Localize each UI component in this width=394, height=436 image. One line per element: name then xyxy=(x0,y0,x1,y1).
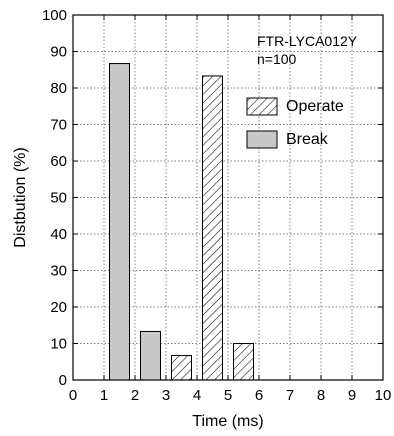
x-tick-label: 6 xyxy=(255,387,263,404)
bar-break-2-3 xyxy=(140,330,161,381)
bar-operate-5-6 xyxy=(233,343,254,381)
legend-label-break: Break xyxy=(286,131,329,148)
y-tick-label: 70 xyxy=(50,117,67,134)
bar-operate-4-5 xyxy=(202,75,223,381)
x-tick-label: 5 xyxy=(224,387,232,404)
x-tick-label: 3 xyxy=(162,387,170,404)
annotation-model: FTR-LYCA012Y xyxy=(257,33,358,49)
x-tick-label: 10 xyxy=(375,387,392,404)
y-axis-title: Distbution (%) xyxy=(12,147,29,247)
y-tick-label: 40 xyxy=(50,226,67,243)
y-tick-label: 10 xyxy=(50,336,67,353)
x-tick-label: 8 xyxy=(317,387,325,404)
y-tick-label: 90 xyxy=(50,44,67,61)
legend-label-operate: Operate xyxy=(286,98,344,115)
x-tick-label: 4 xyxy=(193,387,201,404)
legend-swatch-operate xyxy=(246,97,278,116)
y-tick-label: 20 xyxy=(50,299,67,316)
x-tick-label: 7 xyxy=(286,387,294,404)
grid-lines xyxy=(73,15,383,380)
y-tick-label: 60 xyxy=(50,153,67,170)
x-tick-label: 2 xyxy=(131,387,139,404)
y-tick-label: 0 xyxy=(59,372,67,389)
y-tick-label: 80 xyxy=(50,80,67,97)
legend-swatch-break xyxy=(246,130,278,149)
annotation-sample: n=100 xyxy=(257,51,297,67)
legend: Operate Break xyxy=(246,97,344,149)
x-tick-label: 0 xyxy=(69,387,77,404)
bars xyxy=(109,63,254,381)
bar-break-1-2 xyxy=(109,63,130,381)
y-tick-label: 100 xyxy=(42,7,67,24)
x-tick-label: 9 xyxy=(348,387,356,404)
tick-marks xyxy=(72,14,384,381)
y-tick-label: 30 xyxy=(50,263,67,280)
y-tick-label: 50 xyxy=(50,190,67,207)
x-tick-label: 1 xyxy=(100,387,108,404)
bar-operate-3-4 xyxy=(171,355,192,381)
x-axis-title: Time (ms) xyxy=(192,413,263,430)
